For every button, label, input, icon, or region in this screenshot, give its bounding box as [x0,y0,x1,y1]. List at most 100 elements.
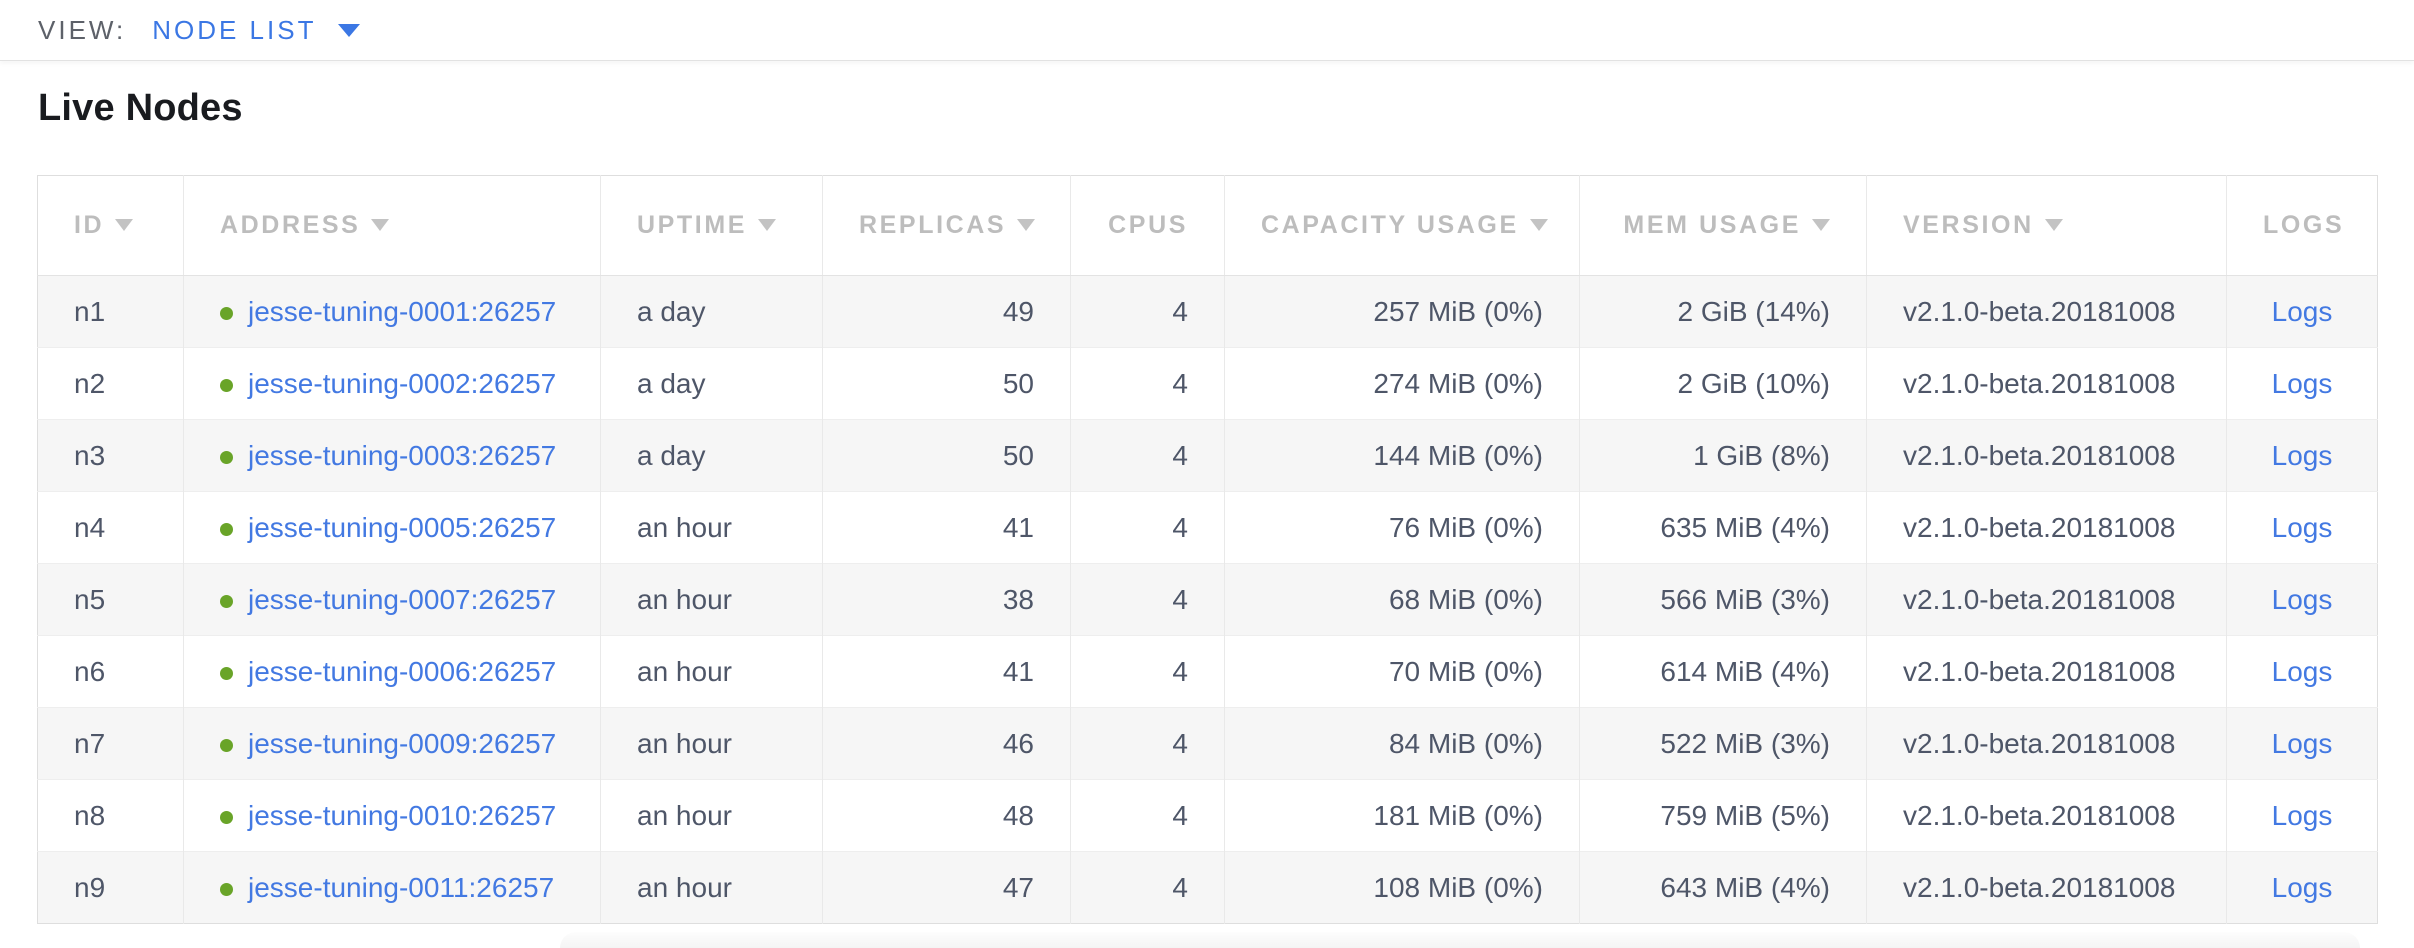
node-cpus-cell: 4 [1070,347,1225,420]
node-address-link[interactable]: jesse-tuning-0006:26257 [248,655,557,687]
node-version-cell: v2.1.0-beta.20181008 [1866,779,2227,852]
column-header-cpus: CPUS [1070,175,1225,276]
table-header-row: ID ADDRESS UPTIME REPLICAS CPUS CAPACITY USAG… [37,175,2378,276]
node-logs-cell: Logs [2226,347,2378,420]
node-capacity-cell: 144 MiB (0%) [1224,419,1580,492]
node-logs-link[interactable]: Logs [2271,367,2333,399]
column-header-version[interactable]: VERSION [1866,175,2227,276]
node-uptime-cell: a day [600,419,823,492]
node-logs-link[interactable]: Logs [2271,727,2333,759]
node-address-link[interactable]: jesse-tuning-0010:26257 [248,799,557,831]
node-id-cell: n9 [74,871,106,903]
sort-desc-icon [1812,219,1830,231]
column-header-label: ADDRESS [220,211,361,239]
node-capacity-cell: 68 MiB (0%) [1224,563,1580,636]
node-capacity-cell: 257 MiB (0%) [1224,275,1580,348]
node-replicas-cell: 50 [822,347,1071,420]
node-row-n1: n1 jesse-tuning-0001:26257 a day 49 4 257 MiB… [37,275,2378,348]
column-header-replicas[interactable]: REPLICAS [822,175,1071,276]
node-mem-cell: 566 MiB (3%) [1579,563,1867,636]
node-capacity-cell: 274 MiB (0%) [1224,347,1580,420]
node-address-cell: jesse-tuning-0003:26257 [183,419,601,492]
node-address-link[interactable]: jesse-tuning-0009:26257 [248,727,557,759]
node-logs-link[interactable]: Logs [2271,583,2333,615]
node-live-status-dot-icon [220,666,233,680]
node-cpus-cell: 4 [1070,779,1225,852]
node-logs-cell: Logs [2226,851,2378,924]
node-live-status-dot-icon [220,810,233,824]
node-logs-link[interactable]: Logs [2271,511,2333,543]
node-logs-link[interactable]: Logs [2271,439,2333,471]
node-address-link[interactable]: jesse-tuning-0005:26257 [248,511,557,543]
view-selector-bar: VIEW: NODE LIST [0,0,2414,61]
node-logs-link[interactable]: Logs [2271,799,2333,831]
node-address-cell: jesse-tuning-0011:26257 [183,851,601,924]
node-uptime-cell: an hour [600,491,823,564]
node-mem-cell: 759 MiB (5%) [1579,779,1867,852]
column-header-capacity[interactable]: CAPACITY USAGE [1224,175,1580,276]
node-uptime-cell: an hour [600,851,823,924]
caret-down-icon [338,23,361,37]
live-nodes-table: ID ADDRESS UPTIME REPLICAS CPUS CAPACITY USAG… [37,175,2378,924]
node-id-cell: n8 [74,799,106,831]
column-header-uptime[interactable]: UPTIME [600,175,823,276]
node-live-status-dot-icon [220,378,233,392]
node-address-link[interactable]: jesse-tuning-0003:26257 [248,439,557,471]
column-header-address[interactable]: ADDRESS [183,175,601,276]
column-header-label: MEM USAGE [1623,211,1801,239]
column-header-label: VERSION [1903,211,2034,239]
column-header-label: LOGS [2263,211,2345,239]
node-uptime-cell: an hour [600,707,823,780]
node-row-n9: n9 jesse-tuning-0011:26257 an hour 47 4 108 M… [37,851,2378,924]
column-header-id[interactable]: ID [37,175,184,276]
node-version-cell: v2.1.0-beta.20181008 [1866,635,2227,708]
sort-desc-icon [2044,219,2063,231]
node-version-cell: v2.1.0-beta.20181008 [1866,491,2227,564]
node-version-cell: v2.1.0-beta.20181008 [1866,347,2227,420]
node-capacity-cell: 76 MiB (0%) [1224,491,1580,564]
node-id-cell: n3 [74,439,106,471]
view-dropdown-value: NODE LIST [152,14,317,45]
node-logs-cell: Logs [2226,491,2378,564]
node-row-n6: n6 jesse-tuning-0006:26257 an hour 41 4 70 Mi… [37,635,2378,708]
node-live-status-dot-icon [220,522,233,536]
node-address-link[interactable]: jesse-tuning-0007:26257 [248,583,557,615]
column-header-label: REPLICAS [859,211,1007,239]
node-row-n2: n2 jesse-tuning-0002:26257 a day 50 4 274 MiB… [37,347,2378,420]
node-logs-link[interactable]: Logs [2271,295,2333,327]
sort-desc-icon [1529,219,1548,231]
node-replicas-cell: 46 [822,707,1071,780]
node-replicas-cell: 47 [822,851,1071,924]
node-address-link[interactable]: jesse-tuning-0002:26257 [248,367,557,399]
node-address-link[interactable]: jesse-tuning-0001:26257 [248,295,557,327]
node-logs-cell: Logs [2226,779,2378,852]
column-header-mem[interactable]: MEM USAGE [1579,175,1867,276]
node-uptime-cell: a day [600,347,823,420]
sort-desc-icon [371,219,390,231]
node-logs-cell: Logs [2226,275,2378,348]
node-cpus-cell: 4 [1070,491,1225,564]
node-cpus-cell: 4 [1070,707,1225,780]
view-dropdown[interactable]: NODE LIST [152,14,361,46]
node-mem-cell: 614 MiB (4%) [1579,635,1867,708]
node-logs-cell: Logs [2226,419,2378,492]
node-cpus-cell: 4 [1070,635,1225,708]
node-logs-link[interactable]: Logs [2271,871,2333,903]
sort-desc-icon [115,219,134,231]
node-id-cell: n4 [74,511,106,543]
node-mem-cell: 2 GiB (14%) [1579,275,1867,348]
node-logs-link[interactable]: Logs [2271,655,2333,687]
node-replicas-cell: 38 [822,563,1071,636]
node-address-link[interactable]: jesse-tuning-0011:26257 [248,871,555,903]
node-uptime-cell: a day [600,275,823,348]
node-replicas-cell: 50 [822,419,1071,492]
node-live-status-dot-icon [220,738,233,752]
node-live-status-dot-icon [220,306,233,320]
node-id-cell: n2 [74,367,106,399]
node-row-n3: n3 jesse-tuning-0003:26257 a day 50 4 144 MiB… [37,419,2378,492]
node-uptime-cell: an hour [600,779,823,852]
node-cpus-cell: 4 [1070,563,1225,636]
node-logs-cell: Logs [2226,635,2378,708]
node-mem-cell: 522 MiB (3%) [1579,707,1867,780]
node-cpus-cell: 4 [1070,275,1225,348]
